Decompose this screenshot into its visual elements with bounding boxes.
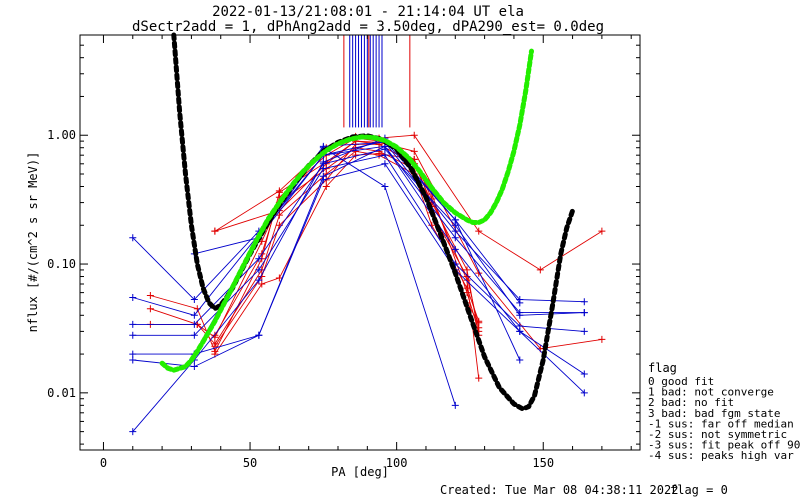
data-point-red xyxy=(410,147,418,155)
data-point-blue xyxy=(381,160,389,168)
data-point-blue xyxy=(381,151,389,159)
data-point-blue xyxy=(255,331,263,339)
flag-value: flag = 0 xyxy=(670,483,728,497)
data-point-blue xyxy=(190,296,198,304)
data-point-red xyxy=(463,266,471,274)
x-axis-label: PA [deg] xyxy=(331,465,389,479)
data-point-red xyxy=(211,331,219,339)
data-point-red xyxy=(598,227,606,235)
legend-item: -2 sus: not symmetric xyxy=(648,428,787,441)
data-point-blue xyxy=(516,356,524,364)
x-tick-label: 100 xyxy=(386,456,408,470)
data-point-red xyxy=(146,305,154,313)
y-tick-label: 1.00 xyxy=(47,128,76,142)
data-point-blue xyxy=(580,327,588,335)
data-point-red xyxy=(475,227,483,235)
data-point-blue xyxy=(451,401,459,409)
data-point-red xyxy=(211,227,219,235)
y-tick-label: 0.10 xyxy=(47,257,76,271)
data-point-blue xyxy=(129,320,137,328)
series-line-blue xyxy=(132,145,585,394)
data-point-blue xyxy=(255,255,263,263)
data-point-blue xyxy=(580,370,588,378)
data-point-red xyxy=(463,276,471,284)
x-tick-label: 150 xyxy=(532,456,554,470)
fit-curve-green xyxy=(159,48,534,373)
data-point-red xyxy=(258,280,266,288)
series-line-blue xyxy=(132,148,585,325)
data-point-blue xyxy=(190,320,198,328)
legend-item: 2 bad: no fit xyxy=(648,396,734,409)
data-point-blue xyxy=(580,298,588,306)
data-point-blue xyxy=(129,331,137,339)
data-point-red xyxy=(375,150,383,158)
data-point-red xyxy=(598,335,606,343)
data-point-blue xyxy=(451,227,459,235)
data-point-blue xyxy=(190,311,198,319)
plot-data xyxy=(129,32,606,436)
series-line-blue xyxy=(132,145,585,316)
chart-title-line2: dSectr2add = 1, dPhAng2add = 3.50deg, dP… xyxy=(132,19,604,35)
data-point-red xyxy=(463,289,471,297)
legend-item: 0 good fit xyxy=(648,375,714,388)
axes: 0 50 100 150 0.01 0.10 1.00 xyxy=(47,35,640,470)
data-point-blue xyxy=(255,266,263,274)
data-point-blue xyxy=(381,182,389,190)
data-point-blue xyxy=(255,276,263,284)
data-point-red xyxy=(211,342,219,350)
data-point-red xyxy=(146,291,154,299)
data-point-blue xyxy=(129,428,137,436)
x-tick-label: 50 xyxy=(243,456,257,470)
legend-title: flag xyxy=(648,361,677,375)
legend-item: 1 bad: not converge xyxy=(648,386,774,399)
x-tick-label: 0 xyxy=(100,456,107,470)
data-point-blue xyxy=(319,165,327,173)
series-line-blue xyxy=(132,154,585,336)
data-point-red xyxy=(275,187,283,195)
data-point-blue xyxy=(516,299,524,307)
flag-legend: flag 0 good fit 1 bad: not converge 2 ba… xyxy=(648,361,800,462)
series-line-blue xyxy=(132,163,585,375)
data-point-blue xyxy=(129,293,137,301)
data-point-blue xyxy=(129,234,137,242)
y-axis-label: nflux [#/(cm^2 s sr MeV)] xyxy=(26,152,40,333)
data-point-blue xyxy=(516,311,524,319)
data-point-blue xyxy=(580,389,588,397)
data-point-red xyxy=(475,319,483,327)
legend-item: -3 sus: fit peak off 90 xyxy=(648,439,800,452)
series-line-red xyxy=(214,153,480,355)
legend-item: 3 bad: bad fgm state xyxy=(648,407,780,420)
data-point-blue xyxy=(190,331,198,339)
y-tick-label: 0.01 xyxy=(47,386,76,400)
data-point-red xyxy=(536,266,544,274)
data-point-blue xyxy=(451,245,459,253)
created-timestamp: Created: Tue Mar 08 04:38:11 2022 xyxy=(440,483,678,497)
data-point-blue xyxy=(516,327,524,335)
data-point-blue xyxy=(319,172,327,180)
series-line-red xyxy=(150,140,480,353)
data-point-blue xyxy=(451,234,459,242)
data-point-blue xyxy=(129,350,137,358)
data-point-blue xyxy=(129,356,137,364)
data-point-red xyxy=(322,182,330,190)
plot-frame xyxy=(79,34,641,451)
data-point-blue xyxy=(190,363,198,371)
legend-item: -1 sus: far off median xyxy=(648,417,794,430)
chart-title-line1: 2022-01-13/21:08:01 - 21:14:04 UT ela xyxy=(212,4,524,20)
data-point-red xyxy=(475,374,483,382)
data-point-blue xyxy=(580,309,588,317)
legend-item: -4 sus: peaks high var xyxy=(648,449,794,462)
data-point-red xyxy=(410,131,418,139)
data-point-blue xyxy=(451,216,459,224)
data-point-blue xyxy=(319,158,327,166)
